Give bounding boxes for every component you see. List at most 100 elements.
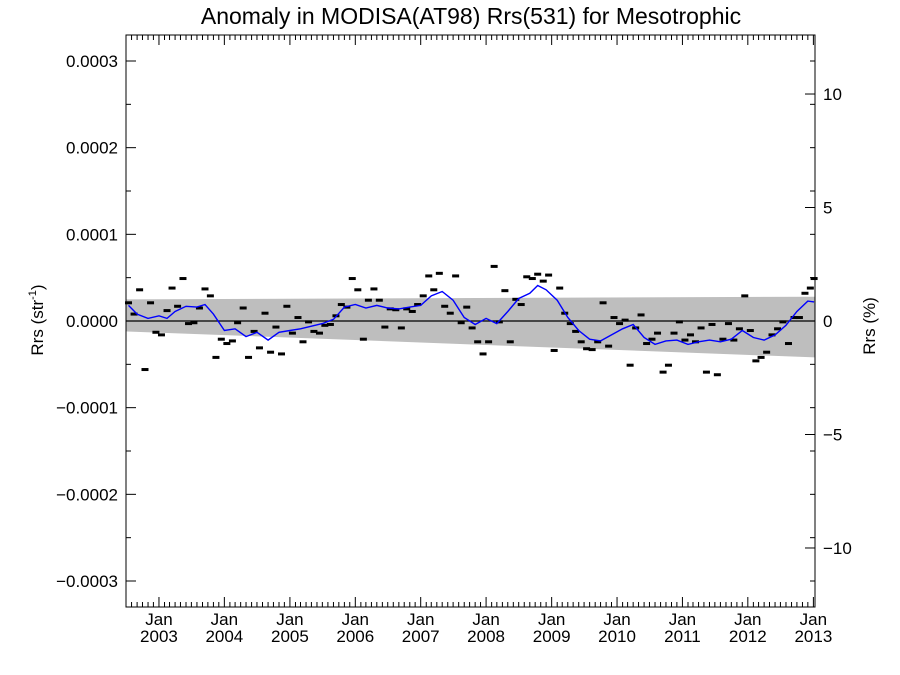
monthly-point [435,271,443,275]
monthly-point [305,320,313,324]
monthly-point [730,338,738,342]
monthly-point [643,342,651,346]
monthly-point [337,303,345,307]
monthly-point [174,304,182,308]
monthly-point [719,337,727,341]
monthly-point [621,318,629,322]
monthly-point [675,320,683,324]
right-tick-label: −10 [823,539,852,558]
monthly-point [512,297,520,301]
x-tick-month: Jan [276,610,303,629]
monthly-point [801,291,809,295]
x-tick-year: 2013 [794,627,832,646]
monthly-point [375,298,383,302]
left-tick-label: −0.0002 [56,485,118,504]
monthly-point [605,344,613,348]
monthly-point [545,273,553,277]
smoothed-line [128,284,815,346]
right-tick-label: 10 [823,85,842,104]
monthly-point [195,306,203,310]
monthly-point [664,363,672,367]
monthly-point [654,331,662,335]
monthly-point [294,316,302,320]
monthly-point [326,322,334,326]
monthly-point [479,352,487,356]
monthly-point [763,350,771,354]
monthly-point [288,331,296,335]
monthly-point [790,316,798,320]
monthly-point [228,339,236,343]
monthly-point [550,348,558,352]
monthly-point [201,287,209,291]
x-tick-year: 2008 [467,627,505,646]
monthly-point [255,346,263,350]
monthly-point [223,342,231,346]
left-tick-label: 0.0002 [66,139,118,158]
monthly-point [130,312,138,316]
x-axis: Jan2003Jan2004Jan2005Jan2006Jan2007Jan20… [125,35,832,646]
monthly-point [136,288,144,292]
monthly-point [408,309,416,313]
monthly-point [506,340,514,344]
x-tick-month: Jan [145,610,172,629]
monthly-point [364,298,372,302]
monthly-point [168,286,176,290]
monthly-point [217,337,225,341]
x-tick-month: Jan [211,610,238,629]
monthly-point [446,311,454,315]
monthly-point [392,308,400,312]
monthly-point [490,264,498,268]
monthly-point [588,348,596,352]
monthly-point [272,325,280,329]
monthly-point [157,333,165,337]
monthly-point [534,272,542,276]
monthly-point [310,329,318,333]
monthly-point [354,288,362,292]
monthly-point [637,313,645,317]
monthly-point [708,322,716,326]
x-tick-year: 2012 [729,627,767,646]
monthly-point [752,359,760,363]
monthly-point [556,286,564,290]
x-tick-year: 2009 [533,627,571,646]
monthly-point [441,304,449,308]
monthly-point [397,326,405,330]
x-tick-year: 2010 [598,627,636,646]
monthly-point [724,322,732,326]
monthly-point [583,347,591,351]
monthly-point [713,373,721,377]
monthly-point [163,309,171,313]
monthly-point [784,342,792,346]
monthly-point [206,294,214,298]
monthly-point [283,304,291,308]
chart-title: Anomaly in MODISA(AT98) Rrs(531) for Mes… [201,3,741,29]
monthly-point [315,331,323,335]
monthly-point [697,326,705,330]
monthly-point [185,322,193,326]
monthly-point [495,320,503,324]
monthly-point [457,321,465,325]
plot-area [125,34,818,608]
monthly-point [806,286,814,290]
monthly-point [626,363,634,367]
monthly-point [735,327,743,331]
monthly-point [517,303,525,307]
monthly-point [670,331,678,335]
monthly-point [702,370,710,374]
left-tick-label: 0.0003 [66,52,118,71]
monthly-point [610,316,618,320]
monthly-point [348,277,356,281]
monthly-point [430,288,438,292]
x-tick-month: Jan [603,610,630,629]
monthly-point [741,294,749,298]
monthly-point [686,333,694,337]
monthly-point [277,352,285,356]
monthly-point [566,322,574,326]
monthly-point [321,323,329,327]
monthly-point [485,340,493,344]
x-tick-month: Jan [800,610,827,629]
monthly-point [359,337,367,341]
monthly-point [774,327,782,331]
monthly-point [572,329,580,333]
